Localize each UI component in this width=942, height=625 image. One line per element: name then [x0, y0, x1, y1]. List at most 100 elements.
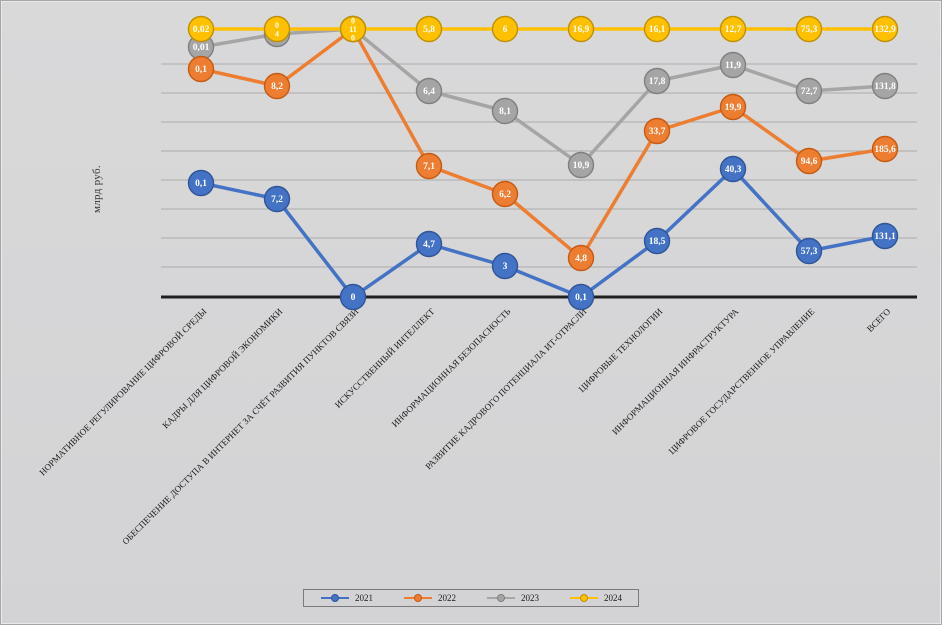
legend-swatch-2021	[321, 594, 349, 602]
data-label-2023-9: 131,8	[874, 82, 896, 92]
data-label-2023-4: 8,1	[499, 107, 511, 117]
data-label-2021-8: 57,3	[801, 247, 818, 257]
data-point-2021-6	[643, 227, 671, 255]
data-point-2022-3	[415, 152, 443, 180]
category-label: ИНФОРМАЦИОННАЯ ИНФРАСТРУКТУРА	[610, 306, 741, 437]
data-label-2022-9: 185,6	[874, 145, 896, 155]
data-label-2021-1: 7,2	[271, 195, 283, 205]
data-point-2022-4	[491, 180, 519, 208]
legend-label-2024: 2024	[604, 593, 622, 603]
data-label-2024-5: 16,9	[573, 25, 590, 35]
data-label-2023-8: 72,7	[801, 87, 818, 97]
legend-swatch-2024	[570, 594, 598, 602]
data-point-2023-7	[719, 51, 747, 79]
data-point-2022-5	[567, 244, 595, 272]
category-label: ВСЕГО	[865, 306, 893, 334]
data-point-2024-7	[719, 15, 747, 43]
data-point-2023-4	[491, 97, 519, 125]
data-point-2022-1	[263, 72, 291, 100]
series-line-2023	[200, 27, 886, 167]
category-label: КАДРЫ ДЛЯ ЦИФРОВОЙ ЭКОНОМИКИ	[160, 306, 284, 430]
data-point-2021-2	[339, 283, 367, 311]
series-line-2022	[200, 27, 886, 260]
data-label-2021-9: 131,1	[874, 232, 896, 242]
data-label-2021-2: 0	[351, 293, 356, 303]
legend-swatch-2023	[487, 594, 515, 602]
data-point-2024-1	[263, 15, 291, 43]
category-label: ЦИФРОВОЕ ГОСУДАРСТВЕННОЕ УПРАВЛЕНИЕ	[667, 306, 817, 456]
data-label-2024-7: 12,7	[725, 25, 742, 35]
data-label-2021-4: 3	[503, 262, 508, 272]
legend-label-2021: 2021	[355, 593, 373, 603]
data-label-2021-6: 18,5	[649, 237, 666, 247]
data-label-2022-3: 7,1	[423, 162, 435, 172]
data-label-2022-8: 94,6	[801, 157, 818, 167]
legend-label-2022: 2022	[438, 593, 456, 603]
data-point-2021-0	[187, 169, 215, 197]
data-label-2021-5: 0,1	[575, 293, 587, 303]
data-label-2022-0: 0,1	[195, 65, 207, 75]
data-label-2021-7: 40,3	[725, 165, 742, 175]
legend-swatch-2022	[404, 594, 432, 602]
data-point-2023-8	[795, 77, 823, 105]
data-point-2021-5	[567, 283, 595, 311]
legend-item-2022: 2022	[403, 593, 456, 603]
data-point-2023-9	[871, 72, 899, 100]
data-point-2021-9	[871, 222, 899, 250]
data-label-2024-9: 132,9	[874, 25, 896, 35]
data-point-2022-0	[187, 55, 215, 83]
data-point-2021-3	[415, 230, 443, 258]
data-point-2023-5	[567, 151, 595, 179]
legend-item-2021: 2021	[320, 593, 373, 603]
data-label-2023-6: 17,8	[649, 77, 666, 87]
data-label-2024-3: 5,8	[423, 25, 435, 35]
data-point-2024-3	[415, 15, 443, 43]
category-label: ИНФОРМАЦИОННАЯ БЕЗОПАСНОСТЬ	[390, 306, 513, 429]
data-label-2022-6: 33,7	[649, 127, 666, 137]
data-label-2024-0: 0,02	[193, 25, 210, 35]
data-label-2024-2: 0 11 0	[349, 17, 357, 43]
data-label-2022-5: 4,8	[575, 254, 587, 264]
data-label-2023-7: 11,9	[725, 61, 741, 71]
data-point-2024-5	[567, 15, 595, 43]
data-label-2021-3: 4,7	[423, 240, 435, 250]
data-label-2022-7: 19,9	[725, 103, 742, 113]
data-point-2022-8	[795, 147, 823, 175]
data-label-2022-1: 8,2	[271, 82, 283, 92]
series-line-2021	[200, 167, 886, 299]
data-point-2024-0	[187, 15, 215, 43]
data-label-2024-8: 75,3	[801, 25, 818, 35]
data-point-2022-7	[719, 93, 747, 121]
data-label-2023-5: 10,9	[573, 161, 590, 171]
data-point-2024-8	[795, 15, 823, 43]
data-label-2023-3: 6,4	[423, 87, 435, 97]
data-point-2024-4	[491, 15, 519, 43]
data-point-2021-1	[263, 185, 291, 213]
legend-item-2023: 2023	[486, 593, 539, 603]
legend-label-2023: 2023	[521, 593, 539, 603]
data-point-2024-2	[339, 15, 367, 43]
data-point-2024-9	[871, 15, 899, 43]
data-label-2024-4: 6	[503, 25, 508, 35]
category-label: ЦИФРОВЫЕ ТЕХНОЛОГИИ	[577, 306, 665, 394]
data-point-2021-4	[491, 252, 519, 280]
data-label-2022-4: 6,2	[499, 190, 511, 200]
legend-item-2024: 2024	[569, 593, 622, 603]
data-point-2024-6	[643, 15, 671, 43]
data-label-2021-0: 0,1	[195, 179, 207, 189]
data-point-2021-7	[719, 155, 747, 183]
category-label: НОРМАТИВНОЕ РЕГУЛИРОВАНИЕ ЦИФРОВОЙ СРЕДЫ	[37, 306, 208, 477]
data-label-2023-0: 0,01	[193, 43, 210, 53]
data-point-2023-6	[643, 67, 671, 95]
data-point-2022-6	[643, 117, 671, 145]
legend: 2021 2022 2023 2024	[303, 589, 639, 607]
data-point-2022-9	[871, 135, 899, 163]
data-point-2021-8	[795, 237, 823, 265]
data-point-2023-3	[415, 77, 443, 105]
y-axis-title: млрд руб.	[91, 165, 103, 213]
data-label-2024-6: 16,1	[649, 25, 666, 35]
category-label: РАЗВИТИЕ КАДРОВОГО ПОТЕНЦИАЛА ИТ-ОТРАСЛИ	[423, 306, 588, 471]
